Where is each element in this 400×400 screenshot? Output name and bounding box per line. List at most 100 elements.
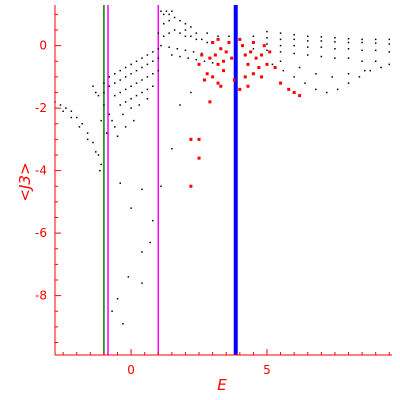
point-s0-140 [388, 63, 391, 66]
point-s0-113 [320, 40, 323, 42]
point-s1-34 [197, 137, 201, 141]
point-s0-28 [114, 73, 116, 75]
vertical-reference-lines [103, 5, 238, 355]
point-s0-87 [190, 35, 192, 37]
point-s0-160 [369, 69, 372, 72]
point-s0-7 [92, 141, 94, 144]
point-s0-112 [307, 40, 309, 42]
point-s0-118 [388, 43, 391, 45]
point-s0-134 [307, 54, 309, 56]
x-tick-label-1: 5 [263, 363, 271, 377]
point-s0-90 [206, 41, 208, 44]
point-s1-30 [205, 72, 209, 76]
point-s0-101 [203, 60, 206, 62]
point-s1-23 [243, 75, 247, 79]
point-s0-15 [99, 169, 101, 172]
point-s1-33 [208, 100, 212, 104]
point-s0-156 [326, 91, 328, 94]
point-s1-4 [222, 59, 225, 63]
point-s0-55 [152, 73, 154, 75]
point-s0-165 [347, 73, 350, 75]
point-s1-15 [251, 41, 255, 44]
point-s1-45 [298, 94, 302, 98]
point-s0-171 [160, 185, 162, 187]
point-s0-126 [347, 48, 350, 50]
point-s0-20 [114, 126, 116, 128]
point-s1-35 [197, 156, 201, 160]
point-s0-159 [358, 76, 361, 78]
point-s1-28 [273, 66, 277, 69]
y-tick-label-4: -8 [35, 289, 47, 303]
point-s1-22 [232, 78, 236, 82]
point-s0-17 [97, 94, 100, 97]
point-s0-48 [114, 94, 116, 97]
point-s0-31 [130, 63, 132, 66]
point-s0-97 [171, 54, 173, 56]
point-s0-10 [62, 110, 64, 112]
point-s0-107 [228, 35, 230, 37]
point-s0-143 [293, 33, 295, 36]
point-s0-89 [201, 38, 203, 41]
point-s0-4 [75, 116, 78, 119]
point-s0-174 [130, 207, 132, 209]
point-s0-154 [304, 82, 306, 84]
y-tick-label-2: -4 [35, 164, 47, 178]
point-s0-18 [103, 104, 105, 106]
point-s0-77 [173, 16, 176, 19]
point-s1-26 [265, 62, 269, 66]
point-s0-136 [334, 57, 336, 59]
point-s0-6 [86, 132, 89, 134]
x-tick-label-0: 0 [127, 363, 135, 377]
axis-ticks: 0 5 0 -2 -4 -6 -8 [35, 13, 390, 377]
point-s0-162 [298, 66, 301, 69]
point-s0-111 [293, 38, 295, 41]
y-tick-label-3: -6 [35, 226, 47, 240]
point-s1-40 [208, 56, 212, 60]
point-s1-29 [279, 81, 283, 85]
point-s0-115 [347, 41, 350, 44]
point-s0-24 [105, 132, 108, 134]
point-s1-25 [260, 75, 264, 79]
point-s0-76 [168, 19, 170, 22]
point-s0-32 [135, 60, 138, 62]
point-s0-82 [162, 35, 165, 37]
point-s0-50 [124, 88, 127, 91]
point-s0-75 [162, 23, 165, 25]
point-s1-32 [219, 84, 223, 88]
point-s0-128 [374, 49, 377, 52]
point-s1-38 [197, 62, 201, 66]
point-s0-93 [176, 48, 179, 50]
point-s0-167 [380, 66, 382, 69]
point-s1-27 [268, 50, 272, 54]
point-s0-148 [361, 38, 363, 41]
point-s0-100 [195, 58, 198, 61]
point-s0-23 [100, 119, 102, 122]
point-s0-158 [347, 82, 350, 84]
point-s0-133 [293, 52, 295, 55]
point-s0-13 [86, 138, 89, 141]
point-s0-151 [271, 63, 274, 66]
data-points [54, 10, 391, 325]
point-s1-13 [246, 62, 250, 66]
point-s1-18 [260, 53, 264, 57]
point-s0-45 [146, 63, 149, 66]
point-s0-164 [331, 76, 333, 78]
point-s0-109 [266, 37, 268, 39]
point-s1-16 [254, 56, 258, 60]
point-s0-106 [217, 35, 219, 37]
point-s0-163 [315, 73, 317, 75]
point-s0-84 [173, 29, 176, 31]
point-s0-3 [70, 110, 73, 112]
point-s0-129 [388, 51, 391, 53]
point-s0-178 [127, 276, 130, 278]
point-s0-176 [149, 241, 151, 244]
point-s0-2 [65, 107, 67, 109]
point-s0-180 [116, 298, 119, 300]
point-s0-21 [116, 135, 119, 137]
point-s0-56 [157, 69, 160, 72]
point-s0-172 [141, 188, 143, 191]
point-s0-40 [119, 79, 121, 81]
point-s0-116 [361, 41, 363, 44]
point-s0-152 [282, 69, 285, 72]
